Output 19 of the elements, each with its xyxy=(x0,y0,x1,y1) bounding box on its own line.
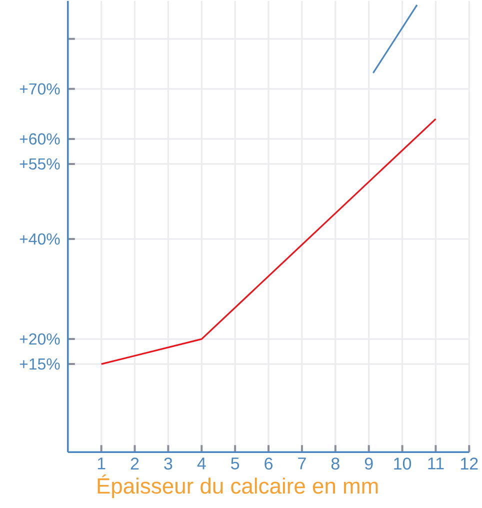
y-tick-label: +60% xyxy=(20,133,60,145)
x-tick-label: 11 xyxy=(428,458,444,470)
x-tick-label: 12 xyxy=(461,458,478,470)
y-tick-label: +55% xyxy=(20,158,60,170)
y-tick-label: +40% xyxy=(20,233,60,245)
x-tick-label: 7 xyxy=(298,458,306,470)
x-tick-label: 1 xyxy=(98,458,106,470)
x-tick-label: 8 xyxy=(331,458,340,470)
y-tick-label: +15% xyxy=(20,358,60,370)
x-tick-label: 2 xyxy=(130,458,139,470)
x-tick-label: 3 xyxy=(164,458,172,470)
x-tick-label: 10 xyxy=(394,458,412,470)
x-axis-title: Épaisseur du calcaire en mm xyxy=(98,474,378,498)
y-tick-label: +70% xyxy=(20,83,60,95)
x-tick-label: 6 xyxy=(264,458,273,470)
x-tick-label: 5 xyxy=(231,458,240,470)
x-tick-label: 4 xyxy=(197,458,206,470)
y-tick-label: +20% xyxy=(20,333,60,345)
x-tick-label: 9 xyxy=(364,458,373,470)
